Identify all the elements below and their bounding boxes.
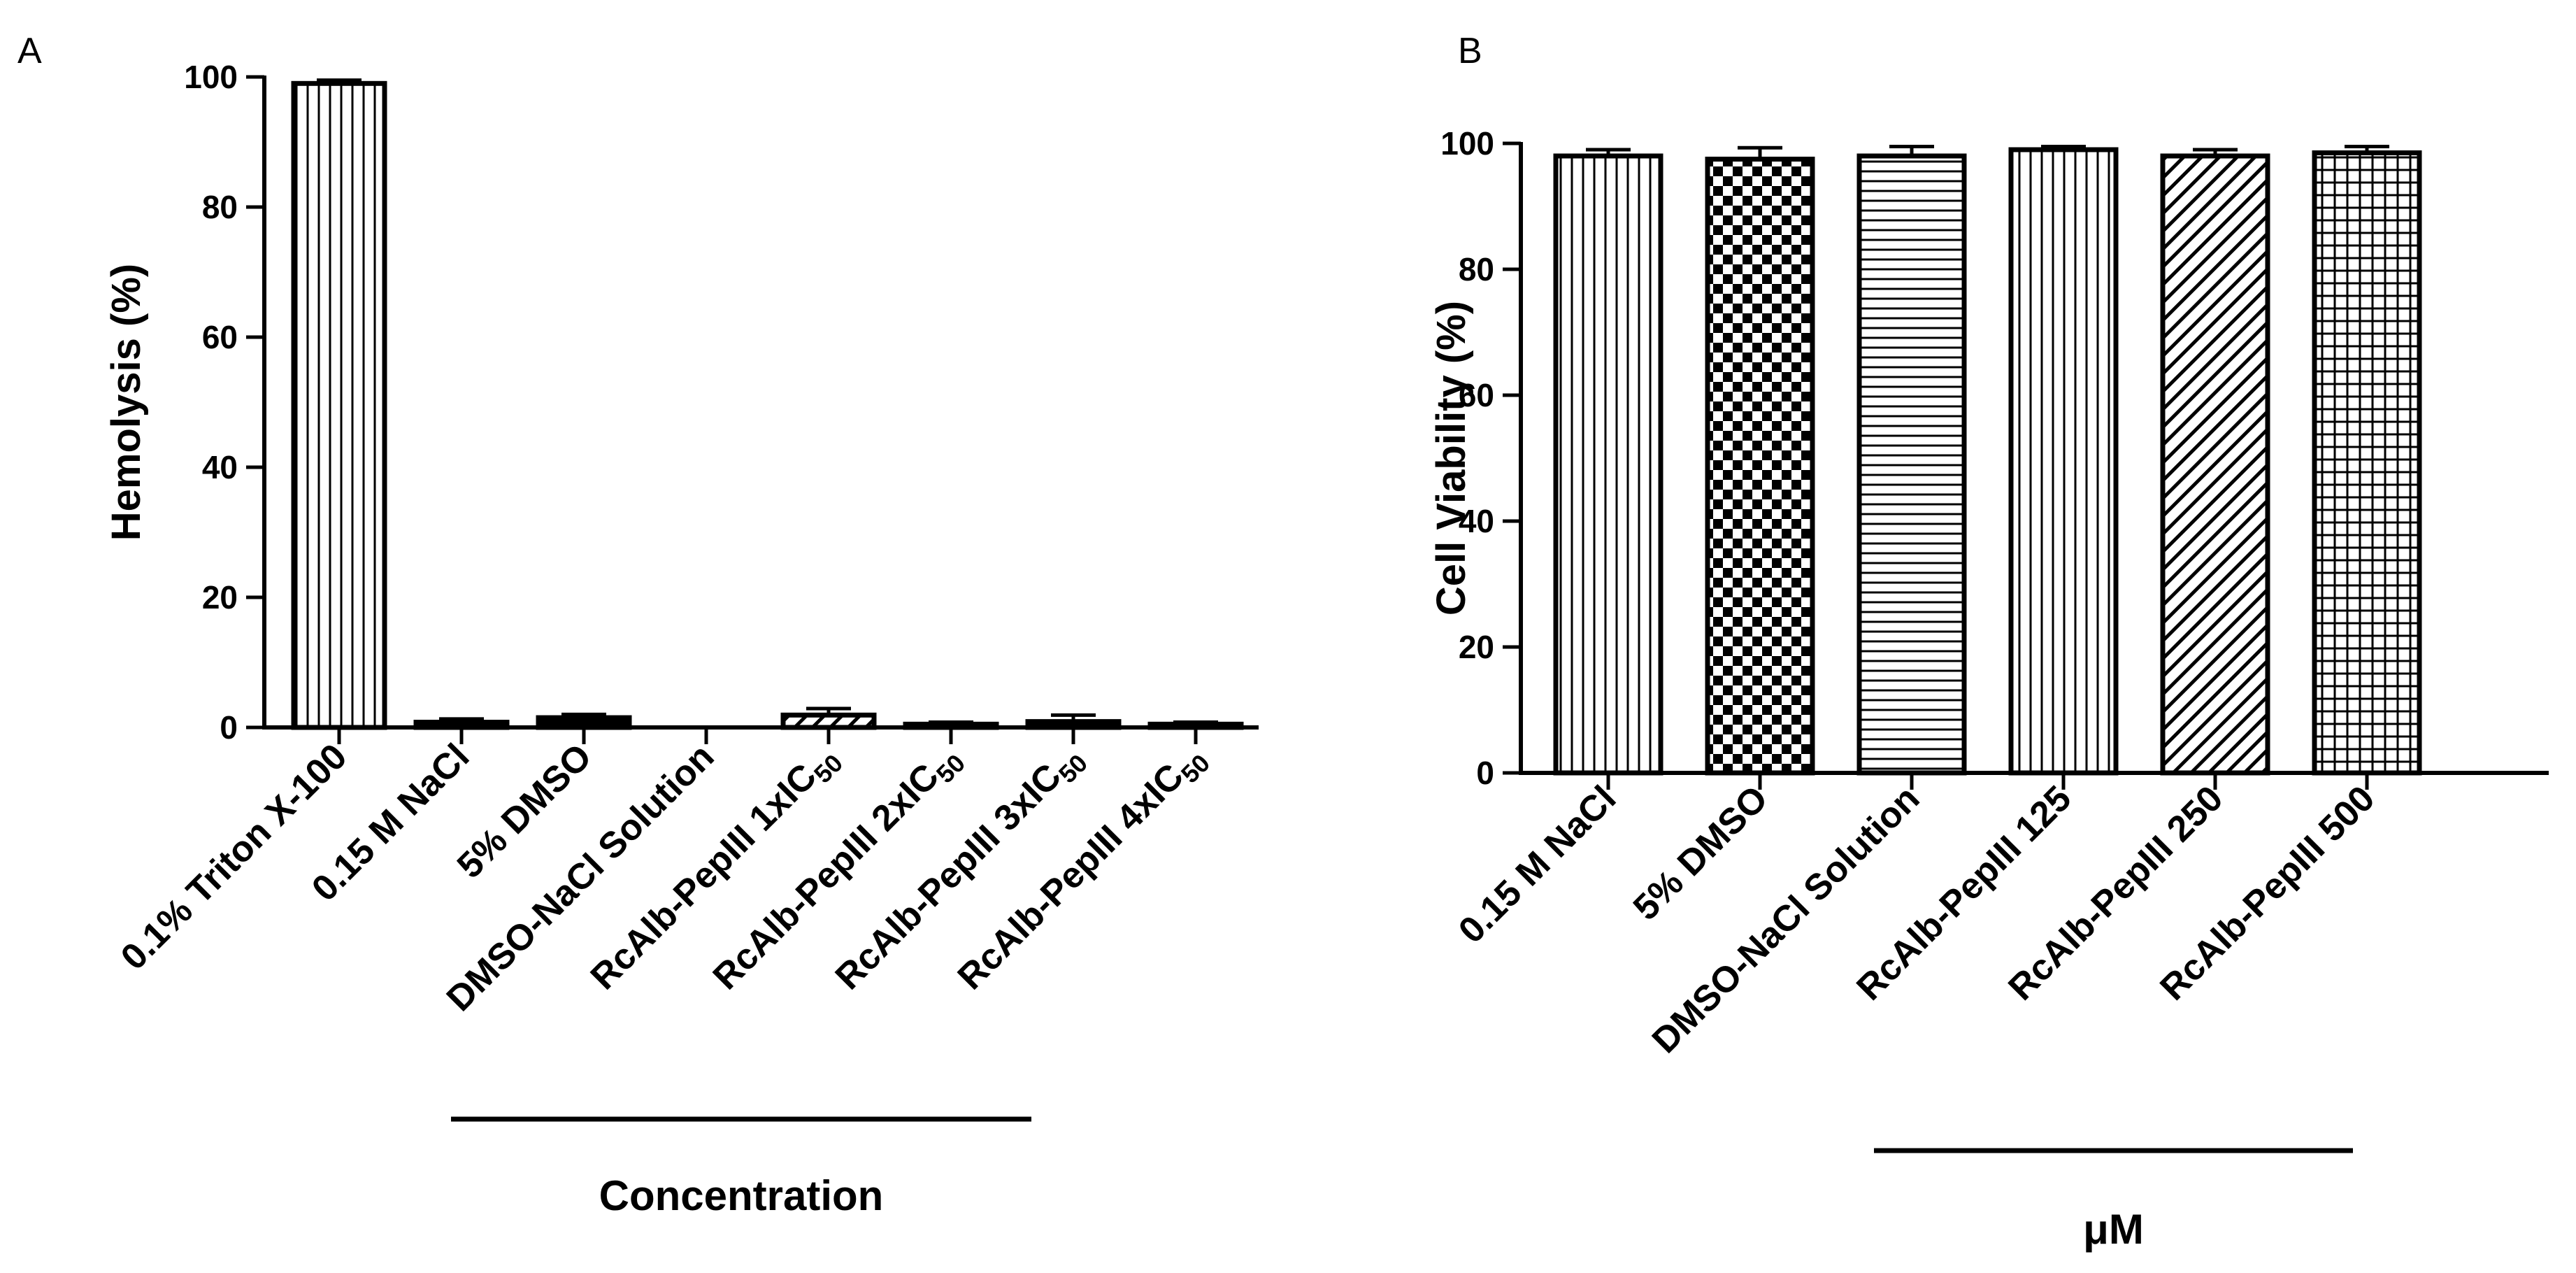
panel-a-hemolysis-chart: A 0 20 40 60 80 100 Hemolysis (%) 0.1% Triton X-… bbox=[17, 31, 1259, 1219]
category-label: DMSO-NaCl Solution bbox=[1645, 778, 1928, 1061]
x-axis-title: Concentration bbox=[599, 1172, 884, 1219]
y-tick-label: 20 bbox=[1459, 629, 1494, 665]
panel-letter: A bbox=[17, 31, 42, 71]
y-tick-label: 60 bbox=[202, 319, 238, 355]
panel-b-cell-viability-chart: B 0 20 40 60 80 100 Cell Viability (%) 0.15 M Na… bbox=[1429, 31, 2549, 1253]
panel-letter: B bbox=[1458, 31, 1482, 71]
y-tick-label: 0 bbox=[1476, 755, 1494, 791]
bar bbox=[1147, 721, 1244, 730]
y-tick-label: 60 bbox=[1459, 377, 1494, 413]
y-tick-label: 80 bbox=[202, 189, 238, 225]
x-axis-title: μM bbox=[2083, 1206, 2144, 1253]
y-tick-label: 40 bbox=[1459, 503, 1494, 539]
bar bbox=[2160, 153, 2270, 776]
y-tick-label: 0 bbox=[220, 709, 238, 746]
bar bbox=[536, 715, 632, 730]
category-label: 0.15 M NaCl bbox=[1451, 778, 1624, 951]
bar bbox=[413, 720, 510, 730]
bar bbox=[903, 721, 999, 730]
y-axis-title: Hemolysis (%) bbox=[103, 264, 149, 541]
bar bbox=[291, 80, 387, 730]
bar bbox=[1856, 153, 1967, 776]
bar bbox=[2008, 147, 2119, 776]
y-tick-label: 100 bbox=[184, 59, 238, 95]
bar bbox=[780, 712, 877, 730]
y-tick-label: 80 bbox=[1459, 251, 1494, 287]
bar bbox=[1553, 153, 1663, 776]
y-axis-title: Cell Viability (%) bbox=[1429, 301, 1474, 616]
bar bbox=[2312, 150, 2422, 776]
y-tick-label: 40 bbox=[202, 449, 238, 485]
category-label: 0.1% Triton X-100 bbox=[113, 736, 355, 977]
bar bbox=[1025, 719, 1122, 730]
y-tick-label: 100 bbox=[1440, 125, 1494, 162]
bar bbox=[1705, 157, 1815, 776]
category-label: 5% DMSO bbox=[1626, 778, 1776, 928]
y-tick-label: 20 bbox=[202, 579, 238, 616]
